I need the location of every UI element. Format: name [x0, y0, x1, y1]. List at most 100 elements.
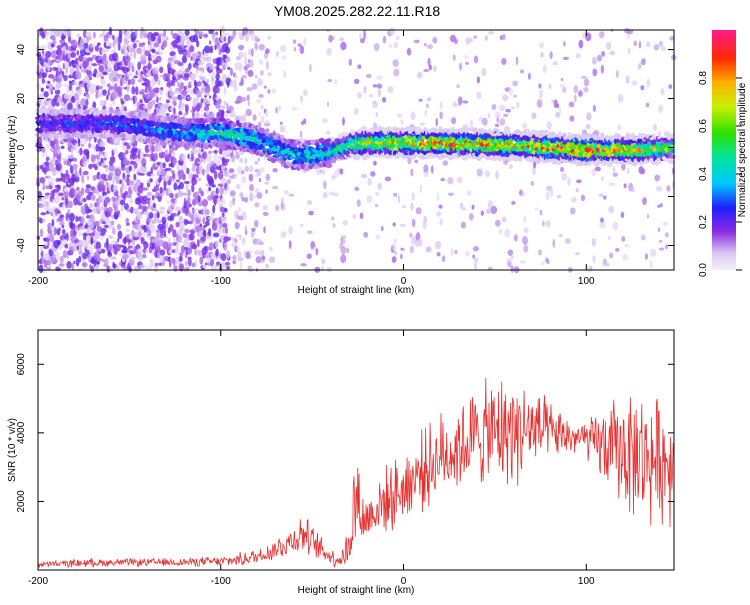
spectrogram-noise-cell: [204, 209, 210, 216]
spectrogram-noise-cell: [170, 30, 174, 36]
spectrogram-noise-cell: [66, 232, 69, 242]
spectrogram-noise-cell: [568, 101, 575, 108]
spectrogram-noise-cell: [74, 175, 80, 183]
spectrogram-noise-cell: [246, 86, 253, 92]
spectrogram-noise-cell: [363, 29, 367, 38]
spectrogram-noise-cell: [532, 166, 536, 176]
spectrogram-noise-cell: [63, 178, 66, 184]
spectrogram-noise-cell: [71, 87, 75, 96]
spectrogram-noise-cell: [133, 162, 138, 169]
spectrogram-noise-cell: [177, 190, 183, 198]
spectrogram-noise-cell: [68, 242, 74, 247]
spectrogram-noise-cell: [263, 226, 266, 234]
spectrogram-noise-cell: [591, 237, 596, 247]
spectrogram-noise-cell: [173, 100, 177, 107]
spectrogram-noise-cell: [560, 78, 564, 82]
spectrogram-noise-cell: [376, 75, 383, 80]
spectrogram-noise-cell: [447, 177, 454, 185]
spectrogram-noise-cell: [82, 252, 88, 260]
spectrogram-noise-cell: [299, 45, 305, 54]
spectrogram-noise-cell: [249, 165, 254, 173]
spectrogram-noise-cell: [85, 98, 89, 106]
spectrogram-noise-cell: [212, 93, 217, 102]
spectrogram-noise-cell: [70, 51, 77, 58]
spectrogram-noise-cell: [173, 107, 176, 116]
spectrogram-noise-cell: [411, 218, 416, 228]
spectrogram-noise-cell: [267, 89, 271, 94]
spectrogram-noise-cell: [173, 54, 177, 60]
spectrogram-noise-cell: [438, 204, 443, 209]
spectrogram-noise-cell: [226, 266, 231, 270]
spectrogram-noise-cell: [447, 192, 454, 196]
spectrogram-noise-cell: [151, 145, 156, 153]
spectrogram-noise-cell: [241, 175, 247, 184]
spectrogram-noise-cell: [225, 227, 228, 234]
spectrogram-noise-cell: [133, 154, 138, 159]
spectrogram-noise-cell: [641, 234, 646, 241]
spectrogram-noise-cell: [103, 191, 108, 196]
spectrogram-noise-cell: [78, 61, 82, 67]
spectrogram-noise-cell: [121, 86, 125, 90]
spectrogram-noise-cell: [658, 239, 663, 243]
spectrogram-noise-cell: [212, 204, 216, 214]
spectrogram-noise-cell: [199, 113, 205, 118]
spectrogram-noise-cell: [108, 85, 115, 91]
spectrogram-noise-cell: [369, 94, 374, 98]
spectrogram-noise-cell: [249, 249, 253, 254]
spectrogram-noise-cell: [127, 79, 131, 86]
spectrogram-noise-cell: [128, 266, 132, 273]
spectrogram-noise-cell: [176, 179, 180, 183]
spectrogram-noise-cell: [204, 220, 210, 227]
spectrogram-noise-cell: [123, 151, 126, 158]
spectrogram-noise-cell: [122, 44, 127, 51]
spectrogram-noise-cell: [521, 191, 525, 197]
spectrogram-noise-cell: [142, 44, 146, 52]
spectrogram-noise-cell: [333, 192, 339, 197]
spectrogram-noise-cell: [213, 155, 217, 164]
spectrogram-noise-cell: [51, 59, 56, 63]
spectrogram-noise-cell: [571, 197, 577, 203]
spectrogram-noise-cell: [247, 69, 254, 78]
spectrogram-noise-cell: [165, 99, 170, 104]
spectrogram-noise-cell: [224, 42, 229, 47]
spectrogram-noise-cell: [191, 262, 196, 268]
spectrogram-noise-cell: [428, 64, 432, 71]
spectrogram-noise-cell: [89, 203, 93, 209]
spectrogram-noise-cell: [260, 249, 265, 258]
spectrogram-noise-cell: [575, 188, 579, 193]
spectrogram-noise-cell: [598, 31, 605, 39]
spectrogram-noise-cell: [225, 261, 231, 266]
spectrogram-noise-cell: [258, 59, 264, 66]
spectrogram-noise-cell: [242, 27, 249, 35]
spectrogram-noise-cell: [400, 247, 405, 251]
spectrogram-noise-cell: [473, 55, 479, 64]
spectrogram-noise-cell: [507, 249, 514, 256]
spectrogram-noise-cell: [191, 166, 196, 172]
spectrogram-noise-cell: [150, 54, 157, 60]
spectrogram-noise-cell: [205, 78, 210, 84]
spectrogram-noise-cell: [418, 98, 423, 102]
spectrogram-noise-cell: [156, 96, 159, 103]
spectrogram-noise-cell: [184, 228, 191, 234]
spectrogram-noise-cell: [365, 73, 372, 79]
spectrogram-noise-cell: [101, 194, 106, 202]
spectrogram-noise-cell: [197, 230, 203, 238]
spectrogram-noise-cell: [468, 212, 474, 221]
spectrogram-noise-cell: [357, 64, 362, 70]
spectrogram-noise-cell: [121, 74, 125, 78]
spectrogram-noise-cell: [110, 220, 115, 226]
spectrogram-noise-cell: [536, 99, 543, 108]
spectrogram-noise-cell: [207, 175, 214, 185]
spectrogram-noise-cell: [90, 44, 96, 48]
spectrogram-noise-cell: [76, 186, 80, 191]
spectrogram-noise-cell: [99, 78, 106, 85]
spectrogram-noise-cell: [142, 231, 146, 237]
spectrogram-noise-cell: [510, 265, 514, 273]
spectrogram-noise-cell: [126, 208, 131, 213]
spectrogram-noise-cell: [203, 45, 211, 54]
spectrogram-noise-cell: [117, 90, 123, 98]
spectrogram-ridge-cell: [190, 122, 196, 127]
spectrogram-noise-cell: [542, 220, 545, 227]
spectrogram-noise-cell: [163, 186, 167, 191]
spectrogram-noise-cell: [225, 62, 229, 68]
